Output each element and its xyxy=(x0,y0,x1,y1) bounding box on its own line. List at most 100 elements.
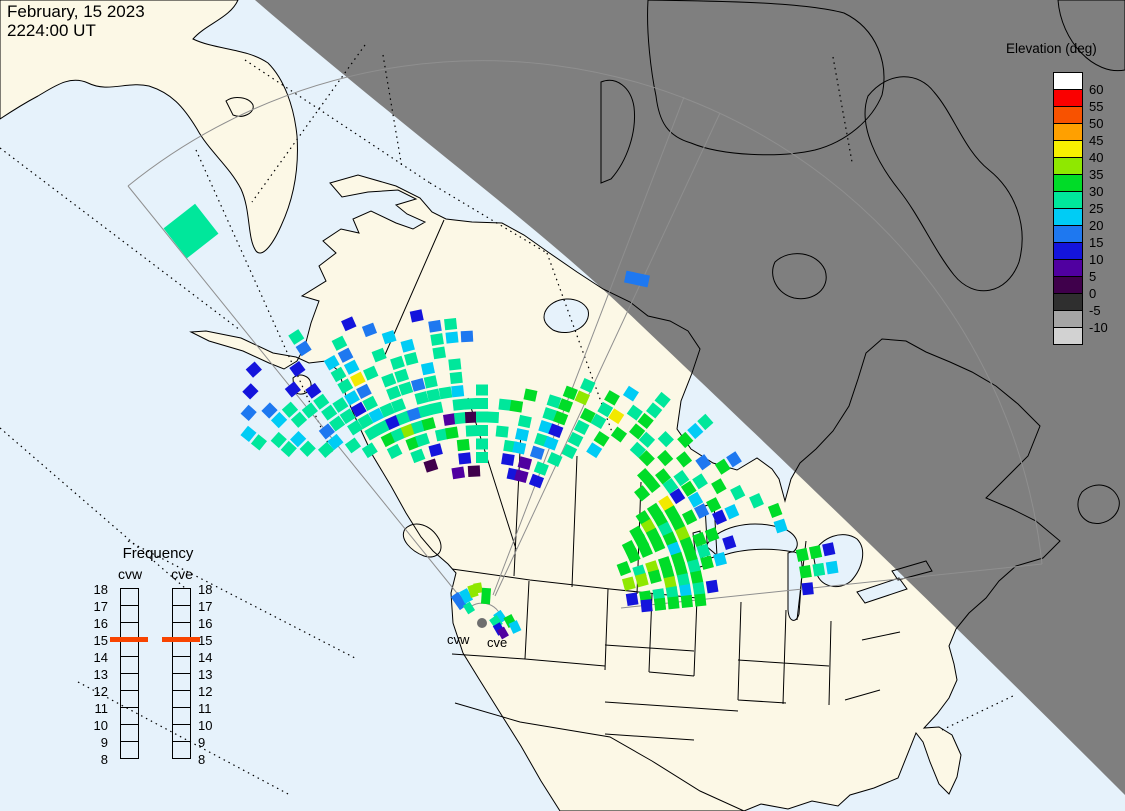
scatter-cell xyxy=(529,445,545,460)
scatter-cell xyxy=(604,390,620,406)
scatter-cell xyxy=(332,397,349,413)
scatter-cell xyxy=(337,378,354,394)
scatter-cell xyxy=(694,503,710,519)
scatter-cell xyxy=(679,583,692,598)
scatter-cell xyxy=(313,393,330,410)
scatter-cell xyxy=(356,383,372,399)
scatter-cell xyxy=(515,428,530,442)
scatter-cell xyxy=(687,491,704,508)
elevation-tick-label: 0 xyxy=(1089,286,1097,301)
scatter-cell xyxy=(825,560,839,575)
scatter-cell xyxy=(329,415,346,432)
frequency-tick-label: 17 xyxy=(198,599,213,614)
scatter-cell xyxy=(486,411,500,424)
scatter-cell xyxy=(434,428,449,442)
elevation-tick-label: 45 xyxy=(1089,133,1104,148)
scatter-cell xyxy=(808,545,823,560)
frequency-cell xyxy=(120,605,139,623)
scatter-cell xyxy=(445,426,459,440)
scatter-cell xyxy=(458,452,472,465)
scatter-cell xyxy=(713,551,727,567)
scatter-cell xyxy=(321,404,338,421)
scatter-cell xyxy=(458,588,474,604)
scatter-cell xyxy=(429,401,444,415)
frequency-tick-label: 11 xyxy=(198,701,212,716)
frequency-cell xyxy=(172,588,191,606)
frequency-tick-label: 15 xyxy=(93,633,108,648)
scatter-cell xyxy=(638,450,655,467)
scatter-cell xyxy=(704,527,720,543)
date-text: February, 15 2023 xyxy=(7,2,145,21)
scatter-cell xyxy=(371,347,387,363)
scatter-cell xyxy=(462,601,476,615)
scatter-cells xyxy=(163,203,839,640)
scatter-cell xyxy=(795,547,809,562)
scatter-cell xyxy=(508,620,522,634)
scatter-cell xyxy=(344,437,362,454)
scatter-cell xyxy=(812,562,826,577)
scatter-cell xyxy=(390,355,405,370)
scatter-cell xyxy=(284,381,302,398)
frequency-tick-label: 8 xyxy=(198,752,206,767)
elevation-tick-label: 60 xyxy=(1089,82,1104,97)
scatter-cell xyxy=(608,408,625,425)
scatter-cell xyxy=(476,411,488,423)
scatter-cell xyxy=(597,401,614,418)
scatter-cell xyxy=(327,433,344,450)
scatter-cell xyxy=(163,203,219,259)
scatter-cell xyxy=(295,340,312,357)
scatter-cell xyxy=(270,411,288,429)
scatter-cell xyxy=(724,504,740,520)
scatter-cell xyxy=(343,359,360,375)
scatter-cell xyxy=(517,456,533,471)
fov-far-arc xyxy=(127,60,1043,565)
scatter-cell xyxy=(364,425,381,441)
scatter-cell xyxy=(501,453,515,466)
scatter-cell xyxy=(381,330,397,345)
scatter-cell xyxy=(386,385,402,401)
radar-station-dot xyxy=(477,618,487,628)
frequency-column-cvw xyxy=(120,588,139,759)
elevation-color-box xyxy=(1053,89,1083,107)
elevation-color-box xyxy=(1053,140,1083,158)
elevation-color-box xyxy=(1053,276,1083,294)
scatter-cell xyxy=(403,351,419,366)
scatter-cell xyxy=(645,402,663,419)
scatter-cell xyxy=(726,451,742,468)
frequency-cell xyxy=(172,673,191,691)
scatter-cell xyxy=(465,424,479,437)
scatter-cell xyxy=(567,431,584,448)
scatter-cell xyxy=(517,414,532,429)
scatter-cell xyxy=(579,407,596,424)
scatter-cell xyxy=(574,390,590,406)
scatter-cell xyxy=(528,473,545,489)
scatter-cell xyxy=(700,555,714,570)
scatter-cell xyxy=(476,398,488,409)
scatter-cell xyxy=(261,402,278,419)
scatter-cell xyxy=(305,382,322,399)
scatter-cell xyxy=(657,449,674,467)
scatter-cell xyxy=(341,316,357,332)
fov-beam-line-2 xyxy=(494,112,721,597)
scatter-cell xyxy=(449,371,463,384)
scatter-cell xyxy=(323,354,340,371)
frequency-cell xyxy=(120,588,139,606)
elevation-legend-title: Elevation (deg) xyxy=(1006,41,1097,56)
scatter-cell xyxy=(621,576,636,591)
elevation-tick-label: 25 xyxy=(1089,201,1104,216)
radar-fov-outline xyxy=(127,60,1043,622)
scatter-cell xyxy=(667,541,682,557)
scatter-cell xyxy=(289,360,306,377)
scatter-cell xyxy=(690,570,704,585)
scatter-cell xyxy=(679,536,695,552)
elevation-tick-label: 30 xyxy=(1089,184,1104,199)
scatter-cell xyxy=(432,346,447,360)
scatter-cell xyxy=(546,394,562,409)
frequency-marker-cve xyxy=(162,637,200,642)
scatter-cell xyxy=(547,452,563,467)
scatter-cell xyxy=(347,419,364,436)
frequency-tick-label: 14 xyxy=(198,650,213,665)
scatter-cell xyxy=(711,478,727,495)
scatter-cell xyxy=(629,441,647,458)
scatter-cell xyxy=(464,397,477,410)
